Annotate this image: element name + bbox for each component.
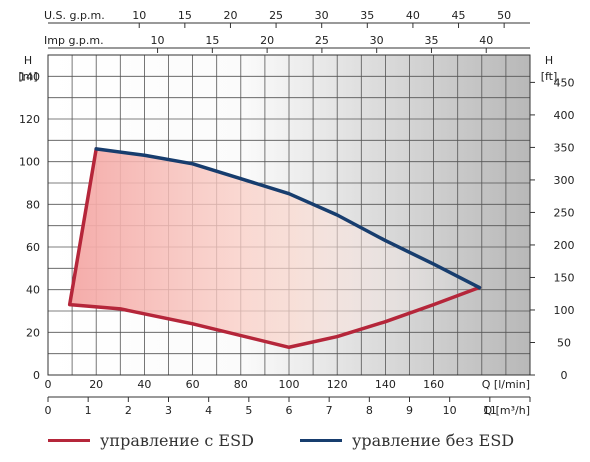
x2-tick-label: 3	[165, 404, 172, 417]
us-gpm-tick-label: 35	[360, 9, 374, 22]
y2-tick-label: 50	[557, 336, 571, 349]
y-tick-label: 20	[26, 326, 40, 339]
plot-frame	[47, 54, 531, 376]
x-tick-label: 100	[279, 378, 300, 391]
y2-tick-label: 0	[561, 369, 568, 382]
right-axis: H [ft] 0 50 100 150 200 250 300 350 400 450	[530, 54, 575, 382]
no-esd-curve-point	[94, 147, 98, 151]
y2-tick-label: 300	[554, 174, 575, 187]
legend-swatch-no-esd	[300, 438, 342, 442]
x-tick-label: 80	[234, 378, 248, 391]
y2-tick-label: 350	[554, 141, 575, 154]
esd-curve-point	[287, 345, 291, 349]
y2-tick-label: 200	[554, 239, 575, 252]
us-gpm-tick-label: 15	[178, 9, 192, 22]
x2-tick-label: 5	[245, 404, 252, 417]
imp-gpm-tick-label: 35	[424, 34, 438, 47]
no-esd-curve-point	[143, 153, 146, 157]
y2-tick-label: 400	[554, 109, 575, 122]
imp-gpm-axis-label: Imp g.p.m.	[44, 34, 104, 47]
no-esd-curve-point	[191, 162, 195, 166]
no-esd-curve-point	[384, 239, 387, 243]
imp-gpm-tick-label: 20	[260, 34, 274, 47]
x2-axis-label: Q [m³/h]	[483, 404, 530, 417]
y2-axis-title: H	[545, 54, 553, 67]
imp-gpm-tick-label: 25	[315, 34, 329, 47]
legend-swatch-esd	[48, 438, 90, 442]
esd-curve-point	[384, 320, 387, 324]
no-esd-curve-point	[287, 192, 291, 196]
y2-axis-unit: [ft]	[541, 70, 558, 83]
y2-tick-label: 100	[554, 304, 575, 317]
series-layer	[67, 147, 482, 350]
legend-label-no-esd: уравление без ESD	[352, 430, 515, 450]
x-axis-label: Q [l/min]	[482, 378, 530, 391]
x2-tick-label: 9	[406, 404, 413, 417]
y2-tick-label: 250	[554, 206, 575, 219]
no-esd-curve-point	[239, 177, 243, 181]
no-esd-curve-point	[432, 262, 435, 266]
x2-tick-label: 1	[85, 404, 92, 417]
esd-curve-point	[432, 303, 435, 306]
x2-tick-label: 10	[443, 404, 457, 417]
x-tick-label: 20	[89, 378, 103, 391]
us-gpm-axis-label: U.S. g.p.m.	[44, 9, 105, 22]
esd-curve-point	[118, 307, 122, 311]
esd-curve-point	[191, 322, 195, 326]
y-tick-label: 140	[19, 70, 40, 83]
y-tick-label: 120	[19, 113, 40, 126]
x2-tick-label: 4	[205, 404, 212, 417]
legend-item-no-esd: уравление без ESD	[300, 428, 514, 452]
y-axis-title: H	[24, 54, 32, 67]
left-axis: H [m] 0 20 40 60 80 100 120 140	[18, 54, 40, 382]
x2-tick-label: 8	[366, 404, 373, 417]
no-esd-curve-point	[335, 213, 339, 217]
y-tick-label: 80	[26, 198, 40, 211]
us-gpm-tick-label: 40	[406, 9, 420, 22]
imp-gpm-tick-label: 15	[205, 34, 219, 47]
bottom-axes: 0 20 40 60 80 100 120 140 160 Q [l/min] 0 1 2 3 4 5 6 7 8 9…	[45, 378, 531, 417]
x2-tick-label: 7	[326, 404, 333, 417]
us-gpm-tick-label: 30	[315, 9, 329, 22]
x-tick-label: 0	[45, 378, 52, 391]
esd-curve-point	[335, 335, 339, 338]
x-tick-label: 60	[186, 378, 200, 391]
us-gpm-tick-label: 20	[223, 9, 237, 22]
legend-item-esd: управление с ESD	[48, 428, 254, 452]
y2-tick-label: 150	[554, 271, 575, 284]
legend-label-esd: управление с ESD	[100, 430, 254, 450]
x-tick-label: 40	[137, 378, 151, 391]
x-tick-label: 140	[375, 378, 396, 391]
y-tick-label: 100	[19, 156, 40, 169]
y2-tick-label: 450	[554, 76, 575, 89]
x-tick-label: 160	[423, 378, 444, 391]
y-tick-label: 40	[26, 284, 40, 297]
x-tick-label: 120	[327, 378, 348, 391]
top-axes: U.S. g.p.m. 10 15 20 25 30 35 40 45 50 Imp g.p.m. 1…	[44, 9, 530, 53]
y-axis-unit: [m]	[18, 70, 37, 83]
esd-curve-point	[68, 303, 72, 306]
y-tick-label: 60	[26, 241, 40, 254]
x2-tick-label: 2	[125, 404, 132, 417]
y-tick-label: 0	[33, 369, 40, 382]
imp-gpm-tick-label: 30	[370, 34, 384, 47]
x2-tick-label: 0	[45, 404, 52, 417]
imp-gpm-tick-label: 40	[479, 34, 493, 47]
us-gpm-tick-label: 45	[452, 9, 466, 22]
operating-region-fill	[69, 148, 480, 348]
imp-gpm-tick-label: 10	[151, 34, 165, 47]
us-gpm-tick-label: 10	[132, 9, 146, 22]
us-gpm-tick-label: 50	[497, 9, 511, 22]
x2-tick-label: 6	[286, 404, 293, 417]
us-gpm-tick-label: 25	[269, 9, 283, 22]
x2-tick-label: 11	[483, 404, 497, 417]
no-esd-curve-point	[477, 286, 481, 289]
